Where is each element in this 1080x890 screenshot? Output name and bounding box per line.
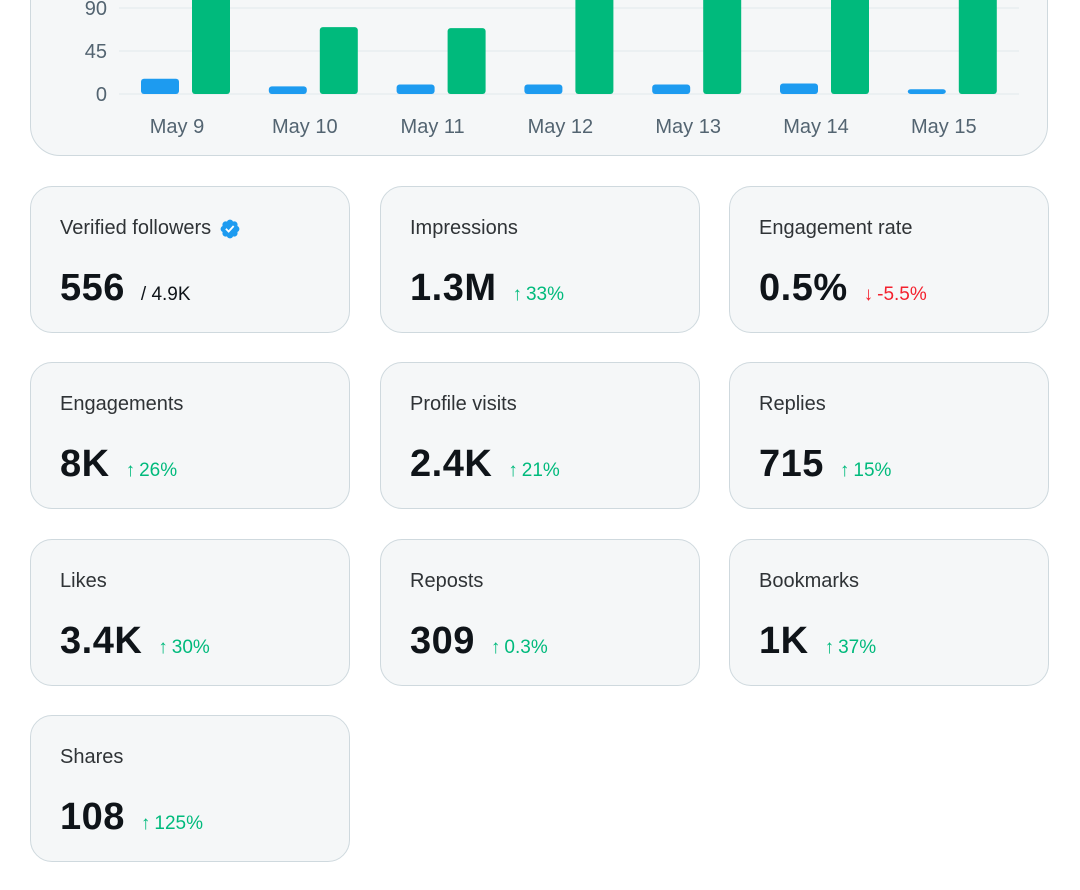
- stat-value: 8K: [60, 443, 110, 485]
- arrow-up-icon: ↑: [512, 284, 522, 305]
- x-tick-label: May 12: [528, 116, 594, 138]
- x-tick-label: May 14: [783, 116, 849, 138]
- stat-change: ↑ 21%: [508, 460, 560, 482]
- stat-label: Likes: [60, 570, 107, 592]
- stat-label: Reposts: [410, 570, 484, 592]
- stat-value: 715: [759, 443, 824, 485]
- bar-series-2[interactable]: [319, 27, 358, 94]
- bar-series-2[interactable]: [575, 0, 614, 94]
- x-tick-label: May 11: [401, 116, 465, 138]
- stat-value: 1.3M: [410, 267, 497, 309]
- stat-card-replies[interactable]: Replies 715 ↑ 15%: [729, 362, 1049, 509]
- stat-total: / 4.9K: [140, 284, 191, 305]
- arrow-up-icon: ↑: [490, 637, 501, 658]
- stat-value: 2.4K: [410, 443, 493, 485]
- stat-value: 309: [410, 620, 475, 662]
- stat-change: ↑ 37%: [825, 637, 877, 659]
- stat-value: 0.5%: [759, 267, 848, 309]
- stat-value: 556: [60, 267, 125, 309]
- stat-change-text: 0.3%: [504, 637, 548, 658]
- stat-card-impressions[interactable]: Impressions 1.3M ↑ 33%: [380, 186, 700, 333]
- stat-card-engagement-rate[interactable]: Engagement rate 0.5% ↓ -5.5%: [729, 186, 1049, 333]
- stat-card-likes[interactable]: Likes 3.4K ↑ 30%: [30, 539, 350, 686]
- bar-series-2[interactable]: [192, 0, 230, 94]
- arrow-up-icon: ↑: [158, 637, 168, 658]
- arrow-down-icon: ↓: [863, 284, 874, 305]
- stat-row: 715 ↑ 15%: [759, 443, 891, 486]
- stat-value: 108: [60, 796, 125, 838]
- stat-change-text: 26%: [139, 460, 178, 481]
- stat-change: ↑ 26%: [126, 460, 178, 482]
- stat-label: Verified followers: [60, 217, 241, 240]
- stat-card-verified-followers[interactable]: Verified followers 556 / 4.9K: [30, 186, 350, 333]
- stat-row: 3.4K ↑ 30%: [60, 620, 210, 663]
- bar-series-1[interactable]: [907, 89, 946, 94]
- x-tick-label: May 9: [150, 116, 204, 138]
- stat-value: 1K: [759, 620, 809, 662]
- bar-series-1[interactable]: [652, 84, 691, 94]
- arrow-up-icon: ↑: [508, 460, 518, 481]
- stat-change-text: 21%: [521, 460, 560, 481]
- y-tick-label: 90: [85, 0, 107, 20]
- stat-change-text: 15%: [853, 460, 892, 481]
- bar-chart: 0 45 90 May 9 May 10 May 11 May 12 May 13 May 14…: [85, 0, 1019, 138]
- stat-row: 0.5% ↓ -5.5%: [759, 267, 927, 310]
- stat-label: Shares: [60, 746, 124, 768]
- bar-series-1[interactable]: [141, 78, 179, 94]
- stat-change: ↑ 0.3%: [491, 637, 548, 659]
- stat-label: Bookmarks: [759, 570, 860, 592]
- stat-label: Replies: [759, 393, 826, 415]
- x-tick-label: May 10: [272, 116, 338, 138]
- stat-label: Impressions: [410, 217, 518, 239]
- stat-card-profile-visits[interactable]: Profile visits 2.4K ↑ 21%: [380, 362, 700, 509]
- arrow-up-icon: ↑: [839, 460, 850, 481]
- stat-label: Profile visits: [410, 393, 517, 415]
- bar-series-1[interactable]: [268, 86, 307, 94]
- verified-badge-icon: [220, 219, 240, 238]
- bar-series-2[interactable]: [958, 0, 997, 94]
- stat-label: Engagement rate: [759, 217, 913, 239]
- stat-card-engagements[interactable]: Engagements 8K ↑ 26%: [30, 362, 350, 509]
- stat-card-reposts[interactable]: Reposts 309 ↑ 0.3%: [380, 539, 700, 686]
- bar-series-2[interactable]: [447, 28, 486, 94]
- stat-row: 2.4K ↑ 21%: [410, 443, 560, 486]
- stat-row: 8K ↑ 26%: [60, 443, 177, 486]
- stat-change-text: 30%: [171, 637, 210, 658]
- arrow-up-icon: ↑: [125, 460, 136, 481]
- bar-series-1[interactable]: [524, 84, 563, 94]
- stat-change-text: 125%: [154, 813, 204, 834]
- stat-label: Engagements: [60, 393, 184, 415]
- bar-series-2[interactable]: [831, 0, 869, 94]
- stat-row: 108 ↑ 125%: [60, 796, 203, 839]
- stat-change: ↑ 30%: [158, 637, 210, 659]
- stat-change: ↑ 33%: [512, 284, 564, 306]
- bar-series-2[interactable]: [703, 0, 742, 94]
- stat-card-shares[interactable]: Shares 108 ↑ 125%: [30, 715, 350, 862]
- bar-series-1[interactable]: [780, 83, 818, 94]
- stat-change-text: 33%: [525, 284, 565, 305]
- stat-change: ↑ 125%: [141, 813, 203, 835]
- bar-series-1[interactable]: [396, 84, 435, 94]
- arrow-up-icon: ↑: [824, 637, 835, 658]
- arrow-up-icon: ↑: [140, 813, 151, 834]
- stat-card-bookmarks[interactable]: Bookmarks 1K ↑ 37%: [729, 539, 1049, 686]
- stat-change: ↓ -5.5%: [864, 284, 927, 306]
- stat-change: ↑ 15%: [840, 460, 892, 482]
- stat-row: 1.3M ↑ 33%: [410, 267, 564, 310]
- chart-card: 0 45 90 May 9 May 10 May 11 May 12 May 13 May 14…: [30, 0, 1048, 156]
- y-tick-label: 45: [85, 41, 107, 63]
- stat-label-text: Verified followers: [60, 217, 212, 239]
- y-tick-label: 0: [96, 84, 107, 106]
- stat-change-text: 37%: [838, 637, 877, 658]
- stat-row: 309 ↑ 0.3%: [410, 620, 548, 663]
- x-tick-label: May 13: [655, 116, 721, 138]
- x-tick-label: May 15: [911, 116, 977, 138]
- stat-value: 3.4K: [60, 620, 143, 662]
- stat-row: 1K ↑ 37%: [759, 620, 876, 663]
- stat-change-text: -5.5%: [877, 284, 927, 305]
- stat-row: 556 / 4.9K: [60, 267, 191, 310]
